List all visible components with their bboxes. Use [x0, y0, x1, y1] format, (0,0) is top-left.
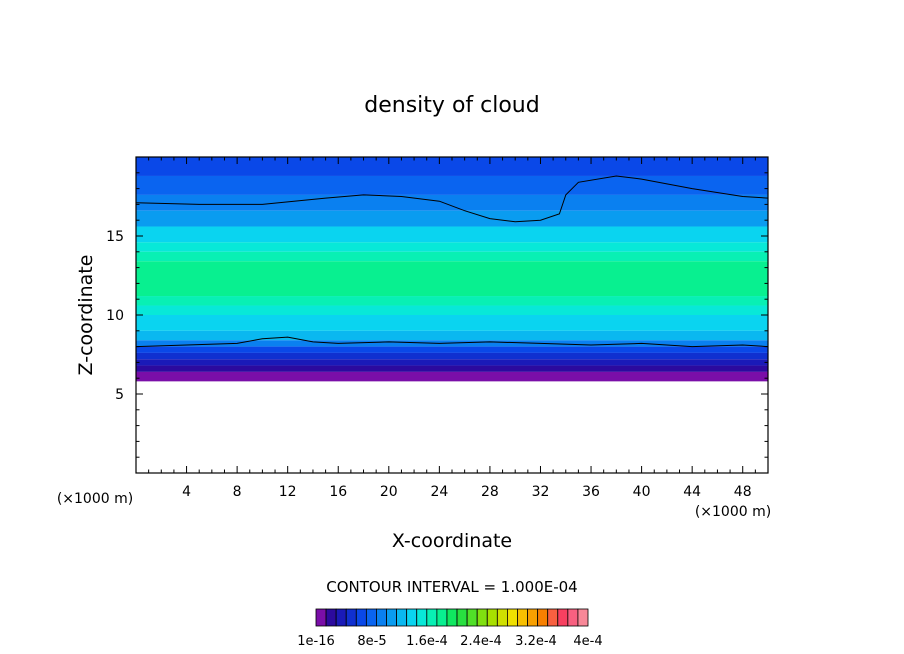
colorbar-swatch	[557, 608, 569, 627]
colorbar-swatch	[476, 608, 488, 627]
colorbar-swatch	[355, 608, 367, 627]
density-layer-9	[136, 305, 768, 315]
colorbar-label: 1e-16	[297, 634, 335, 649]
x-tick-label: 44	[683, 484, 701, 500]
colorbar-swatch	[386, 608, 397, 627]
colorbar-swatch	[496, 608, 508, 627]
colorbar-swatch	[365, 608, 377, 627]
colorbar-swatch	[517, 608, 528, 627]
y-tick-label: 10	[106, 308, 124, 324]
colorbar-swatch	[446, 608, 458, 627]
density-layer-4	[136, 226, 768, 243]
x-tick-label: 8	[233, 484, 242, 500]
colorbar-swatch	[416, 608, 428, 627]
colorbar-swatch	[406, 608, 418, 627]
x-tick-label: 24	[430, 484, 448, 500]
y-tick-label: 15	[106, 229, 124, 245]
density-layer-11	[136, 330, 768, 341]
colorbar-swatch	[567, 608, 579, 627]
colorbar-swatch	[345, 608, 357, 627]
colorbar-labels: 1e-16 8e-5 1.6e-4 2.4e-4 3.2e-4 4e-4	[297, 634, 602, 649]
density-layer-2	[136, 194, 768, 211]
colorbar-swatch	[577, 608, 589, 627]
colorbar-swatch	[426, 608, 438, 627]
density-layer-16	[136, 365, 768, 372]
x-tick-label: 40	[633, 484, 651, 500]
x-tick-label: 4	[182, 484, 191, 500]
x-tick-label: 16	[329, 484, 347, 500]
contour-line-lower	[136, 336, 768, 348]
colorbar-label: 4e-4	[573, 634, 602, 649]
colorbar-swatch	[315, 608, 327, 627]
density-layer-17	[136, 371, 768, 382]
colorbar-swatch	[325, 608, 337, 627]
density-layer-3	[136, 210, 768, 227]
colorbar-swatch	[507, 608, 518, 627]
colorbar-label: 3.2e-4	[515, 634, 557, 649]
colorbar-swatch	[456, 608, 468, 627]
z-axis-unit: (×1000 m)	[57, 491, 133, 507]
density-layer-0	[136, 157, 768, 176]
colorbar-swatch	[396, 608, 408, 627]
density-layer-5	[136, 242, 768, 252]
density-layer-14	[136, 352, 768, 360]
density-layers	[136, 157, 768, 382]
colorbar-swatch	[537, 608, 549, 627]
x-axis-unit: (×1000 m)	[695, 504, 771, 520]
colorbar-swatch	[527, 608, 539, 627]
density-layer-8	[136, 296, 768, 306]
colorbar-swatch	[466, 608, 478, 627]
density-layer-15	[136, 359, 768, 366]
colorbar-label: 8e-5	[357, 634, 386, 649]
x-axis-label: X-coordinate	[392, 530, 512, 552]
colorbar-swatch	[486, 608, 498, 627]
colorbar-swatch	[547, 608, 559, 627]
density-layer-6	[136, 251, 768, 262]
density-layer-10	[136, 315, 768, 331]
chart-title: density of cloud	[364, 93, 539, 118]
x-tick-label: 12	[279, 484, 297, 500]
y-tick-label: 5	[115, 387, 124, 403]
contour-line-upper	[136, 175, 768, 223]
density-layer-1	[136, 175, 768, 195]
y-axis-label: Z-coordinate	[75, 255, 97, 376]
colorbar-label: 1.6e-4	[406, 634, 448, 649]
density-layer-13	[136, 346, 768, 353]
contour-lines	[136, 175, 768, 348]
colorbar-swatch	[335, 608, 347, 627]
x-tick-label: 32	[532, 484, 550, 500]
colorbar-swatch	[436, 608, 448, 627]
x-tick-label: 48	[734, 484, 752, 500]
colorbar-label: 2.4e-4	[460, 634, 502, 649]
colorbar-swatch	[376, 608, 387, 627]
x-tick-label: 36	[582, 484, 600, 500]
x-tick-label: 20	[380, 484, 398, 500]
colorbar	[315, 608, 589, 627]
density-layer-7	[136, 261, 768, 297]
x-tick-label: 28	[481, 484, 499, 500]
contour-interval-label: CONTOUR INTERVAL = 1.000E-04	[326, 578, 577, 596]
